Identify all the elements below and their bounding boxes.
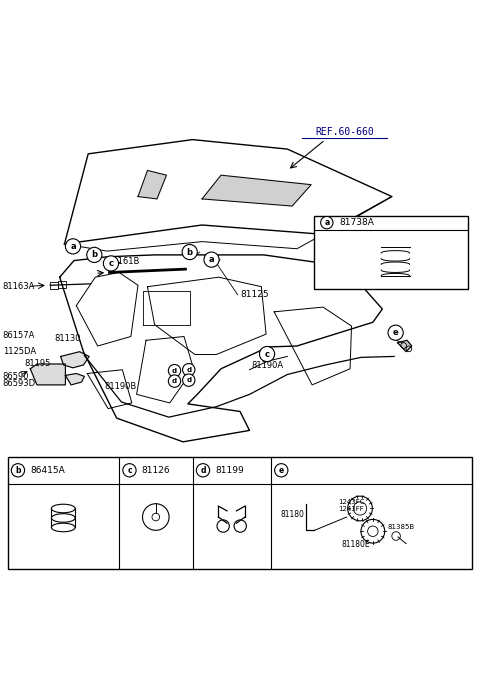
Circle shape [388, 325, 403, 341]
Text: REF.60-660: REF.60-660 [315, 127, 374, 137]
Text: 81161B: 81161B [107, 257, 140, 267]
Polygon shape [65, 374, 84, 385]
Polygon shape [138, 170, 167, 199]
Text: 86157A: 86157A [3, 331, 35, 340]
FancyBboxPatch shape [313, 215, 468, 289]
Text: 86590: 86590 [3, 372, 29, 381]
Text: c: c [108, 259, 113, 268]
Text: e: e [279, 466, 284, 474]
Bar [58, 281, 66, 287]
Text: d: d [186, 377, 192, 383]
Circle shape [168, 375, 180, 387]
Text: 86593D: 86593D [3, 380, 36, 388]
Polygon shape [30, 364, 65, 385]
Circle shape [87, 247, 102, 262]
Text: 81125: 81125 [240, 290, 269, 299]
Circle shape [275, 464, 288, 477]
Text: b: b [91, 250, 97, 259]
Text: 81190B: 81190B [105, 382, 137, 391]
Text: 81126: 81126 [142, 466, 170, 474]
FancyBboxPatch shape [8, 458, 472, 569]
Text: b: b [15, 466, 21, 474]
Text: 81163A: 81163A [3, 282, 35, 291]
Text: 81385B: 81385B [387, 524, 414, 530]
Text: 1125DA: 1125DA [3, 347, 36, 356]
Text: c: c [127, 466, 132, 474]
Text: c: c [264, 349, 270, 359]
Circle shape [204, 252, 219, 267]
Circle shape [182, 244, 197, 260]
Circle shape [321, 217, 333, 229]
Text: 81190A: 81190A [252, 361, 284, 370]
Text: 81180E: 81180E [341, 540, 370, 549]
Text: 81195: 81195 [24, 359, 50, 368]
Circle shape [196, 464, 210, 477]
Text: 1243FF: 1243FF [338, 507, 364, 512]
Polygon shape [397, 341, 412, 352]
Text: d: d [200, 466, 206, 474]
Circle shape [182, 363, 195, 376]
Text: 81199: 81199 [216, 466, 244, 474]
Text: d: d [172, 378, 177, 384]
Text: d: d [186, 367, 192, 373]
Text: 81180: 81180 [280, 510, 304, 519]
Bar [50, 282, 58, 289]
Circle shape [168, 365, 180, 377]
Text: 81738A: 81738A [340, 218, 374, 227]
Circle shape [65, 239, 81, 254]
Text: 81130: 81130 [54, 334, 81, 343]
Text: a: a [209, 255, 215, 264]
Circle shape [103, 256, 119, 271]
Text: 1243FC: 1243FC [338, 499, 365, 505]
Text: a: a [70, 242, 76, 251]
Text: b: b [187, 248, 192, 256]
Text: a: a [324, 218, 329, 227]
Polygon shape [202, 175, 311, 206]
Text: 86415A: 86415A [30, 466, 65, 474]
Text: d: d [172, 367, 177, 374]
Circle shape [12, 464, 24, 477]
Circle shape [182, 374, 195, 386]
Circle shape [123, 464, 136, 477]
Circle shape [260, 347, 275, 361]
Text: e: e [393, 328, 398, 337]
Polygon shape [60, 352, 89, 368]
